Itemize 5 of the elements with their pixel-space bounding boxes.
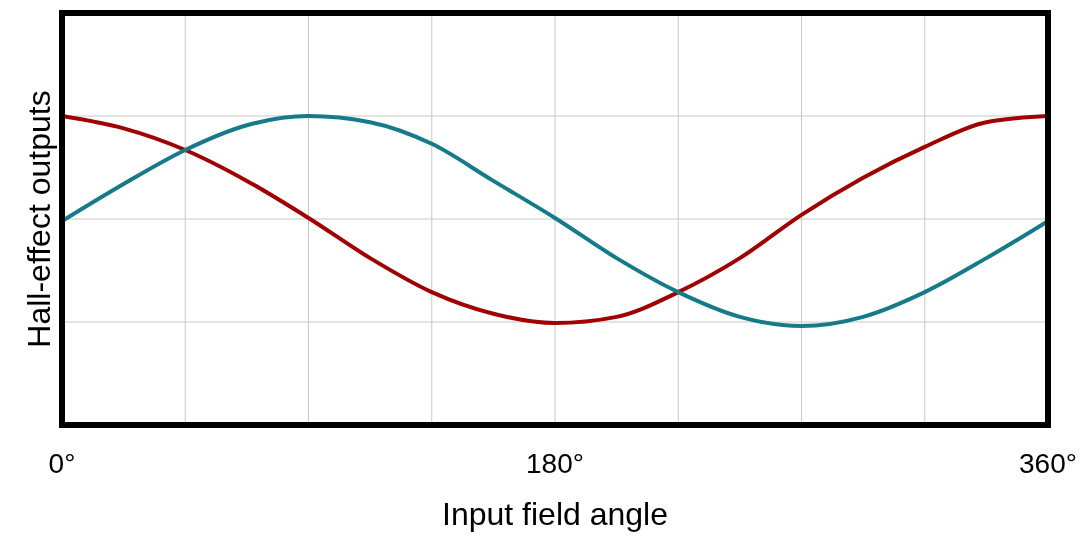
x-axis-title: Input field angle (442, 496, 668, 532)
x-tick-label: 180° (526, 447, 584, 479)
x-tick-label: 0° (48, 447, 76, 479)
x-tick-label: 360° (1019, 447, 1077, 479)
y-axis-title: Hall-effect outputs (21, 90, 58, 348)
